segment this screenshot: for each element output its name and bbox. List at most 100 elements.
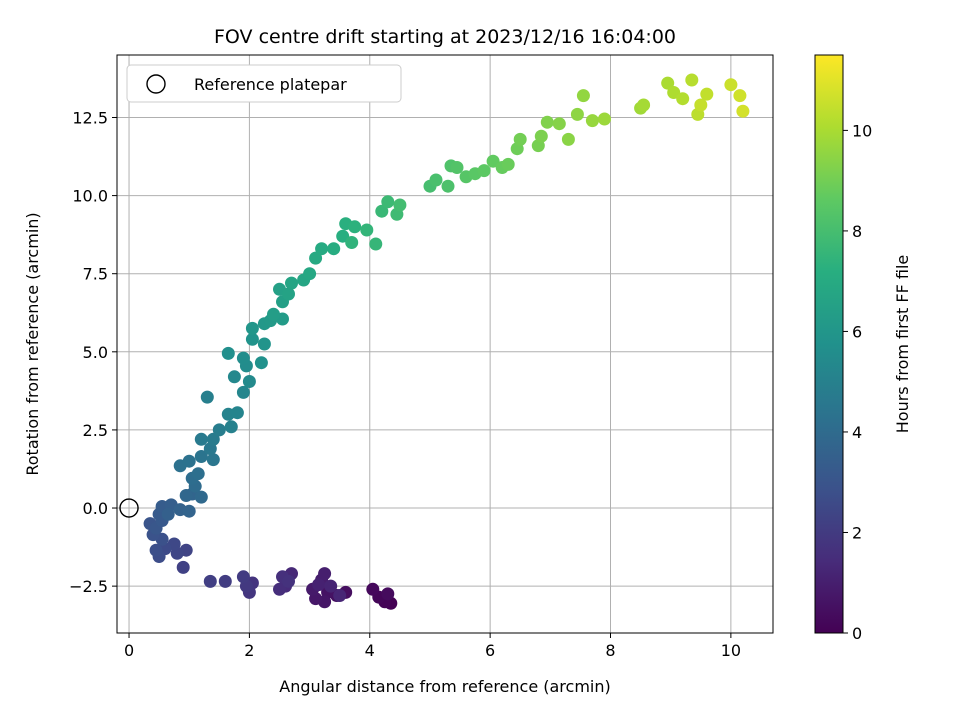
data-point xyxy=(203,574,217,588)
chart-title: FOV centre drift starting at 2023/12/16 … xyxy=(214,26,676,48)
data-point xyxy=(149,543,163,557)
data-point xyxy=(200,390,214,404)
data-point xyxy=(570,107,584,121)
data-point xyxy=(598,112,611,126)
colorbar-tick-label: 4 xyxy=(852,423,862,442)
legend-reference-marker xyxy=(146,74,166,94)
y-tick-label: 7.5 xyxy=(83,265,108,284)
data-point xyxy=(676,92,690,106)
colorbar-tick-label: 2 xyxy=(852,523,862,542)
data-point xyxy=(375,204,389,218)
data-point xyxy=(661,76,675,90)
legend: Reference platepar xyxy=(126,64,402,103)
data-point xyxy=(429,173,443,187)
data-point xyxy=(257,337,271,351)
y-tick-label: −2.5 xyxy=(69,577,108,596)
data-point xyxy=(637,98,651,112)
data-point xyxy=(345,236,359,249)
y-tick-label: 2.5 xyxy=(83,421,108,440)
colorbar-tick-label: 0 xyxy=(852,624,862,643)
reference-platepar-marker xyxy=(119,498,139,518)
data-point xyxy=(194,450,208,463)
data-point xyxy=(212,423,226,437)
data-point xyxy=(236,570,250,584)
data-point xyxy=(182,454,196,468)
data-point xyxy=(206,453,220,467)
y-tick-label: 10.0 xyxy=(72,187,108,206)
data-point xyxy=(450,161,464,174)
data-point xyxy=(161,507,175,521)
data-point xyxy=(724,78,738,92)
data-point xyxy=(194,490,208,504)
y-tick-label: 0.0 xyxy=(83,499,108,518)
data-point xyxy=(366,582,380,596)
colorbar-label: Hours from first FF file xyxy=(893,255,912,434)
x-tick-label: 2 xyxy=(244,641,254,660)
data-point xyxy=(441,179,455,193)
data-point xyxy=(224,420,238,434)
x-tick-label: 6 xyxy=(485,641,495,660)
data-point xyxy=(245,332,259,346)
data-point xyxy=(336,229,350,243)
data-point xyxy=(245,321,259,335)
data-point xyxy=(191,467,205,481)
data-point xyxy=(576,89,590,103)
data-point xyxy=(267,307,280,321)
data-point xyxy=(182,504,196,518)
data-point xyxy=(218,574,232,588)
x-axis-ticks: 0 2 4 6 8 10 xyxy=(124,633,741,660)
data-point xyxy=(736,104,750,118)
data-point xyxy=(282,287,295,301)
data-point xyxy=(327,242,341,256)
data-point xyxy=(694,98,708,112)
data-point xyxy=(236,351,250,365)
y-axis-label: Rotation from reference (arcmin) xyxy=(23,212,42,475)
colorbar: 0 2 4 6 8 10 Hours from first FF file xyxy=(814,54,912,643)
data-point xyxy=(513,132,527,146)
data-point xyxy=(348,220,362,234)
y-axis-ticks: −2.5 0.0 2.5 5.0 7.5 10.0 12.5 xyxy=(69,108,117,596)
data-point xyxy=(534,129,548,143)
y-tick-label: 12.5 xyxy=(72,108,108,127)
data-point xyxy=(540,115,554,129)
data-point xyxy=(585,114,599,128)
x-axis-label: Angular distance from reference (arcmin) xyxy=(279,677,610,696)
data-point xyxy=(282,574,295,588)
data-point xyxy=(561,132,575,146)
data-point xyxy=(477,164,491,178)
data-point xyxy=(393,198,407,212)
data-point xyxy=(242,375,256,388)
data-point xyxy=(194,432,208,446)
data-point xyxy=(360,223,374,237)
data-point xyxy=(273,582,286,596)
data-point xyxy=(333,589,347,602)
data-point xyxy=(381,195,395,209)
data-point xyxy=(318,567,332,581)
x-tick-label: 0 xyxy=(124,641,134,660)
colorbar-tick-label: 8 xyxy=(852,222,862,241)
data-point xyxy=(227,370,241,384)
data-point xyxy=(381,587,395,601)
data-point xyxy=(312,578,326,592)
legend-entry-reference: Reference platepar xyxy=(194,75,347,94)
data-point xyxy=(486,154,500,168)
data-point xyxy=(501,157,515,171)
colorbar-gradient xyxy=(814,54,844,634)
colorbar-ticks: 0 2 4 6 8 10 xyxy=(843,121,872,643)
colorbar-tick-label: 10 xyxy=(852,121,872,140)
data-point xyxy=(221,346,235,360)
data-point xyxy=(254,356,268,370)
x-tick-label: 8 xyxy=(605,641,615,660)
y-tick-label: 5.0 xyxy=(83,343,108,362)
x-tick-label: 10 xyxy=(721,641,741,660)
data-point xyxy=(733,89,747,103)
data-point xyxy=(552,117,566,131)
x-tick-label: 4 xyxy=(365,641,375,660)
grid-lines xyxy=(117,55,773,633)
colorbar-tick-label: 6 xyxy=(852,322,862,341)
data-point xyxy=(236,385,250,399)
data-point xyxy=(179,489,193,502)
axes-frame xyxy=(116,54,774,634)
data-point xyxy=(285,276,298,290)
